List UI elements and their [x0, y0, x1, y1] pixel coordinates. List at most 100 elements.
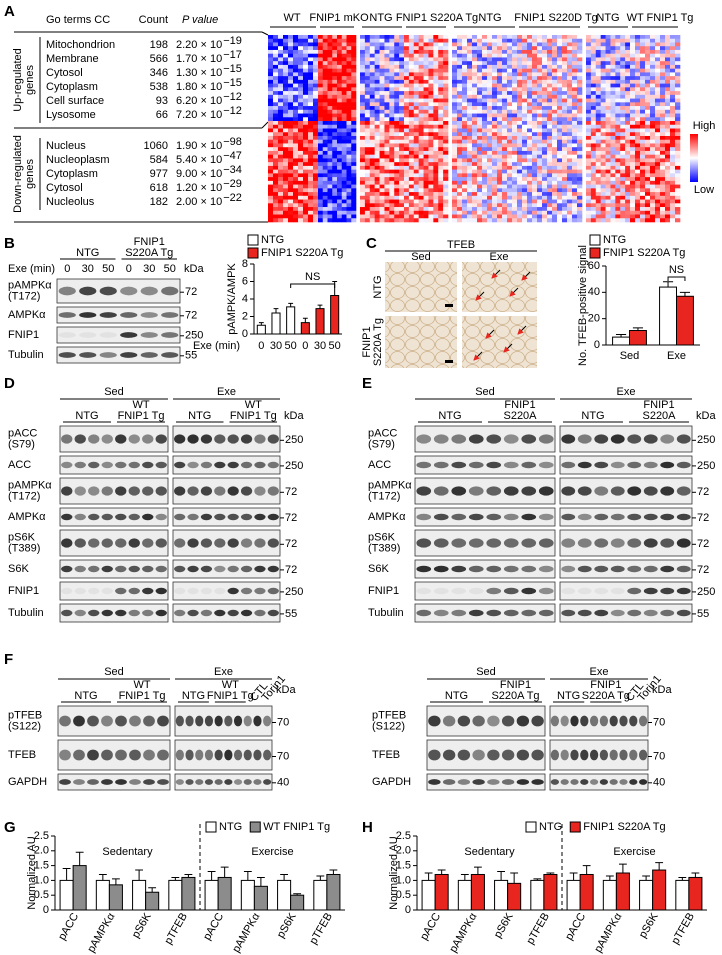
heatmap-cell	[620, 192, 626, 197]
heatmap-cell	[379, 128, 385, 133]
heatmap-cell	[346, 158, 352, 163]
heatmap-cell	[655, 113, 661, 118]
heatmap-cell	[620, 124, 626, 129]
heatmap-cell	[288, 184, 294, 189]
heatmap-cell	[327, 102, 333, 107]
heatmap-cell	[645, 35, 651, 40]
band	[155, 609, 167, 617]
heatmap-cell	[630, 162, 636, 167]
heatmap-cell	[268, 177, 274, 182]
heatmap-cell	[351, 72, 357, 77]
heatmap-cell	[273, 195, 279, 200]
heatmap-cell	[635, 61, 641, 66]
heatmap-cell	[600, 180, 606, 185]
heatmap-cell	[438, 143, 444, 148]
heatmap-cell	[369, 192, 375, 197]
band	[155, 587, 167, 595]
band	[501, 715, 515, 727]
band	[142, 434, 154, 444]
heatmap-cell	[527, 113, 533, 118]
heatmap-cell	[457, 203, 463, 208]
heatmap-cell	[502, 192, 508, 197]
heatmap-cell	[467, 106, 473, 111]
heatmap-cell	[477, 76, 483, 81]
heatmap-cell	[457, 83, 463, 88]
heatmap-cell	[675, 154, 681, 159]
heatmap-cell	[640, 94, 646, 99]
heatmap-cell	[600, 199, 606, 204]
heatmap-cell	[273, 139, 279, 144]
heatmap-cell	[615, 94, 621, 99]
heatmap-cell	[369, 195, 375, 200]
heatmap-cell	[322, 192, 328, 197]
heatmap-cell	[394, 106, 400, 111]
heatmap-cell	[507, 113, 513, 118]
heatmap-cell	[615, 124, 621, 129]
heatmap-cell	[502, 158, 508, 163]
heatmap-cell	[332, 68, 338, 73]
heatmap-cell	[452, 87, 458, 92]
heatmap-cell	[318, 38, 324, 43]
heatmap-cell	[273, 53, 279, 58]
heatmap-cell	[482, 169, 488, 174]
heatmap-cell	[562, 46, 568, 51]
band	[58, 332, 76, 338]
heatmap-cell	[487, 76, 493, 81]
heatmap-cell	[433, 180, 439, 185]
heatmap-cell	[635, 53, 641, 58]
heatmap-cell	[552, 132, 558, 137]
heatmap-cell	[394, 199, 400, 204]
heatmap-cell	[645, 76, 651, 81]
heatmap-cell	[452, 139, 458, 144]
heatmap-cell	[655, 184, 661, 189]
heatmap-cell	[341, 124, 347, 129]
heatmap-cell	[413, 218, 419, 223]
heatmap-cell	[308, 42, 314, 47]
heatmap-cell	[303, 128, 309, 133]
heatmap-cell	[443, 117, 449, 122]
heatmap-cell	[482, 150, 488, 155]
heatmap-cell	[298, 162, 304, 167]
heatmap-cell	[318, 132, 324, 137]
heatmap-cell	[512, 87, 518, 92]
heatmap-group-label: FNIP1 mKO	[309, 12, 369, 24]
heatmap-cell	[268, 158, 274, 163]
heatmap-cell	[497, 169, 503, 174]
heatmap-cell	[384, 218, 390, 223]
band	[143, 779, 155, 785]
heatmap-cell	[268, 57, 274, 62]
heatmap-cell	[467, 218, 473, 223]
heatmap-cell	[595, 210, 601, 215]
heatmap-cell	[620, 94, 626, 99]
heatmap-cell	[625, 207, 631, 212]
heatmap-cell	[443, 188, 449, 193]
p-value: 1.80 × 10	[176, 81, 222, 93]
heatmap-cell	[650, 135, 656, 141]
heatmap-cell	[630, 72, 636, 77]
heatmap-cell	[360, 199, 366, 204]
group-label: Exercise	[613, 846, 655, 858]
band	[577, 434, 592, 444]
heatmap-cell	[283, 94, 289, 99]
heatmap-cell	[423, 42, 429, 47]
heatmap-cell	[507, 68, 513, 73]
heatmap-cell	[527, 102, 533, 107]
heatmap-cell	[443, 79, 449, 84]
heatmap-cell	[298, 139, 304, 144]
heatmap-cell	[278, 35, 284, 40]
heatmap-cell	[610, 169, 616, 174]
heatmap-cell	[288, 203, 294, 208]
heatmap-cell	[590, 117, 597, 122]
heatmap-cell	[522, 203, 528, 208]
heatmap-cell	[394, 53, 400, 58]
heatmap-cell	[384, 162, 390, 167]
heatmap-cell	[408, 106, 415, 111]
heatmap-cell	[389, 113, 395, 118]
heatmap-cell	[413, 147, 419, 152]
heatmap-cell	[399, 192, 405, 197]
heatmap-cell	[670, 192, 676, 197]
heatmap-cell	[527, 35, 533, 40]
heatmap-cell	[502, 180, 508, 185]
band	[457, 779, 471, 785]
heatmap-cell	[567, 35, 573, 40]
